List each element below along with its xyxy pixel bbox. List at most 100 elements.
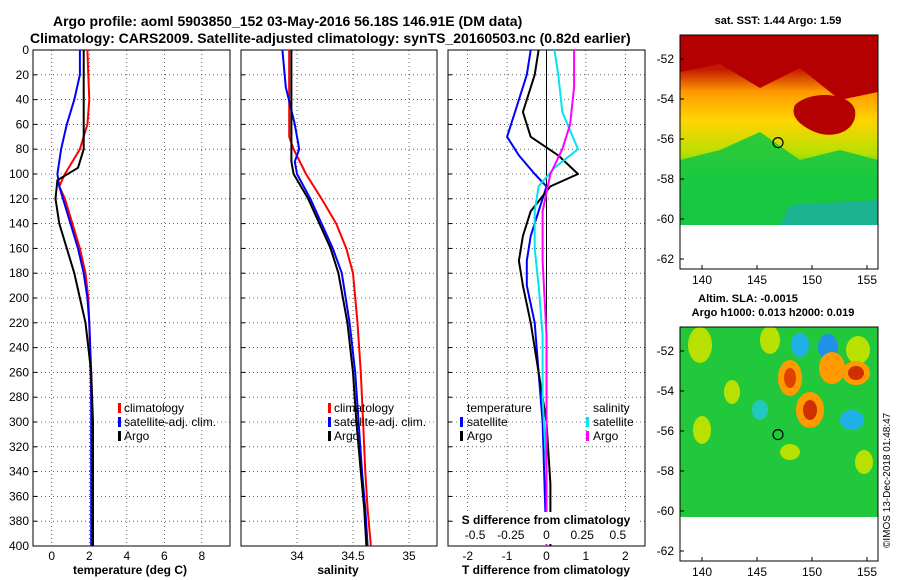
temperature-x-axis-label: temperature (deg C) [73, 563, 187, 577]
depth-tick-label: 200 [9, 291, 29, 305]
sla-anomaly-blob [848, 366, 864, 380]
lon-tick-label: 145 [747, 273, 767, 287]
legend-title-salinity: salinity [593, 401, 630, 415]
sla-anomaly-blob [724, 380, 740, 404]
salinity-axes-frame [240, 49, 438, 547]
depth-tick-label: 180 [9, 266, 29, 280]
legend-swatch-argo [118, 431, 121, 441]
sla-map-panel: Altim. SLA: -0.0015 Argo h1000: 0.013 h2… [657, 293, 879, 579]
depth-tick-label: 40 [16, 93, 30, 107]
legend-swatch-satellite [118, 417, 121, 427]
depth-tick-label: 340 [9, 465, 29, 479]
sla-anomaly-blob [693, 416, 711, 444]
sst-cold-patch [780, 200, 878, 225]
legend-title-temperature: temperature [467, 401, 532, 415]
x-tick-label: 2 [622, 549, 629, 563]
temperature-x-tick-labels: 0 2 4 6 8 [48, 549, 205, 563]
series-line-s-satellite [533, 49, 579, 546]
depth-tick-label: 320 [9, 440, 29, 454]
x-tick-label: -2 [462, 549, 473, 563]
salinity-legend: climatology satellite-adj. clim. Argo [328, 401, 426, 443]
legend-swatch-s-satellite [586, 417, 589, 427]
sla-anomaly-blob [803, 400, 817, 420]
sla-anomaly-blob [791, 333, 809, 357]
salinity-x-axis-label: salinity [317, 563, 359, 577]
lat-tick-label: -60 [657, 504, 675, 518]
x-tick-label: 0 [543, 549, 550, 563]
legend-swatch-t-argo [460, 431, 463, 441]
legend-swatch-climatology [328, 403, 331, 413]
legend-label-satellite: satellite-adj. clim. [124, 415, 216, 429]
lat-tick-label: -52 [657, 52, 675, 66]
lat-tick-label: -58 [657, 172, 675, 186]
secondary-x-tick-label: 0.25 [571, 528, 595, 542]
sla-anomaly-blob [760, 327, 780, 354]
x-tick-label: 35 [402, 549, 416, 563]
lat-tick-label: -54 [657, 384, 675, 398]
sla-anomaly-blob [846, 336, 870, 364]
legend-swatch-satellite [328, 417, 331, 427]
depth-tick-label: 220 [9, 316, 29, 330]
x-tick-label: 1 [583, 549, 590, 563]
sst-map-panel: sat. SST: 1.44 Argo: 1.59 -52 -54 -56 -58 -6… [657, 15, 879, 287]
x-tick-label: 0 [48, 549, 55, 563]
legend-swatch-argo [328, 431, 331, 441]
sla-map-lon-tick-labels: 140 145 150 155 [692, 557, 877, 579]
legend-swatch-t-satellite [460, 417, 463, 427]
legend-label-climatology: climatology [124, 401, 184, 415]
secondary-x-tick-label: 0.5 [610, 528, 627, 542]
depth-tick-label: 360 [9, 489, 29, 503]
sla-map-lat-tick-labels: -52 -54 -56 -58 -60 -62 [657, 344, 684, 558]
depth-tick-label: 100 [9, 167, 29, 181]
x-tick-label: 4 [123, 549, 130, 563]
series-line-argo [54, 50, 94, 546]
legend-label-s-argo: Argo [593, 429, 619, 443]
sla-map-subtitle: Argo h1000: 0.013 h2000: 0.019 [692, 307, 855, 319]
sla-argo-location-marker [772, 429, 784, 441]
series-line-satellite-adj-clim- [281, 49, 369, 547]
sst-map-title: sat. SST: 1.44 Argo: 1.59 [715, 15, 842, 27]
sst-warm-eddy [793, 94, 856, 135]
salinity-panel: 34 34.5 35 salinity climatology satellite-… [240, 49, 438, 577]
figure-title-line2: Climatology: CARS2009. Satellite-adjuste… [30, 30, 631, 46]
depth-tick-label: 300 [9, 415, 29, 429]
lat-tick-label: -62 [657, 252, 675, 266]
legend-label-t-argo: Argo [467, 429, 493, 443]
temperature-grid [33, 49, 230, 547]
salinity-x-tick-labels: 34 34.5 35 [290, 549, 416, 563]
series-line-satellite-adj-clim- [56, 50, 93, 546]
sst-warm-region [680, 35, 878, 100]
sst-map-field [680, 35, 878, 225]
legend-swatch-s-argo [586, 431, 589, 441]
difference-x-tick-labels: -2 -1 0 1 2 [462, 549, 629, 563]
depth-tick-label: 380 [9, 514, 29, 528]
difference-panel: -2 -1 0 1 2 T difference from climatology S … [447, 49, 646, 577]
sla-anomaly-blob [780, 444, 800, 460]
lon-tick-label: 145 [747, 565, 767, 579]
depth-tick-label: 140 [9, 217, 29, 231]
sst-map-lat-tick-labels: -52 -54 -56 -58 -60 -62 [657, 52, 684, 266]
difference-x-axis-label: T difference from climatology [462, 563, 630, 577]
temperature-legend: climatology satellite-adj. clim. Argo [118, 401, 216, 443]
lat-tick-label: -56 [657, 132, 675, 146]
legend-label-argo: Argo [334, 429, 360, 443]
sla-anomaly-blob [752, 400, 768, 420]
lon-tick-label: 140 [692, 565, 712, 579]
lon-tick-label: 155 [857, 565, 877, 579]
salinity-difference-axis-label: S difference from climatology [462, 513, 631, 527]
depth-tick-label: 400 [9, 539, 29, 553]
secondary-x-tick-label: -0.5 [465, 528, 486, 542]
lon-tick-label: 140 [692, 273, 712, 287]
legend-label-s-satellite: satellite [593, 415, 634, 429]
sla-map-frame [679, 326, 879, 562]
sst-argo-location-marker [772, 137, 784, 149]
lat-tick-label: -52 [657, 344, 675, 358]
lon-tick-label: 150 [802, 565, 822, 579]
sst-cold-region [680, 132, 878, 225]
x-tick-label: 2 [86, 549, 93, 563]
lat-tick-label: -60 [657, 212, 675, 226]
temperature-panel: 0204060801001201401601802002202402602803… [9, 43, 231, 577]
series-line-climatology [288, 50, 372, 547]
depth-tick-label: 120 [9, 192, 29, 206]
temperature-series [54, 49, 94, 546]
